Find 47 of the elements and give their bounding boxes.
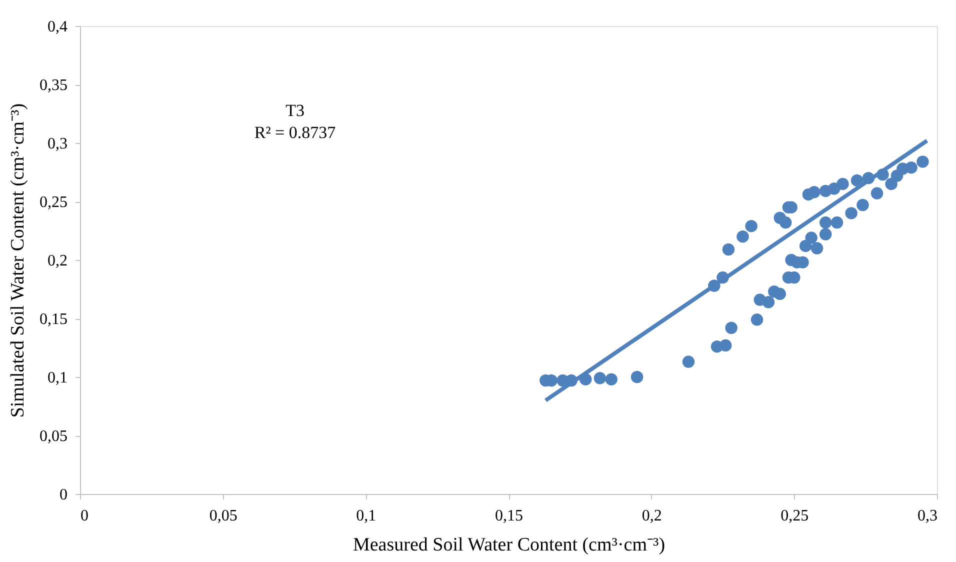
point <box>594 372 606 384</box>
x-tick-label: 0,3 <box>918 508 938 524</box>
x-tick-label: 0,05 <box>209 508 238 524</box>
point <box>605 373 618 386</box>
y-tick-label: 0,4 <box>48 18 68 36</box>
annotation: R² = 0.8737 <box>254 123 336 142</box>
point <box>722 243 735 256</box>
point <box>736 230 749 243</box>
x-tick-label: 0,2 <box>642 508 662 524</box>
y-tick-label: 0,3 <box>48 136 68 152</box>
point <box>682 356 695 368</box>
point <box>725 322 738 334</box>
y-tick-label: 0,05 <box>40 428 68 445</box>
point <box>819 228 832 240</box>
y-tick-label: 0,2 <box>48 252 68 270</box>
y-tick-label: 0,25 <box>40 194 68 211</box>
y-tick-label: 0,1 <box>48 370 68 386</box>
point <box>630 370 644 384</box>
point <box>805 232 818 244</box>
y-tick-label: 0,35 <box>40 77 68 94</box>
point <box>774 288 786 300</box>
x-tick-label: 0,25 <box>780 508 809 524</box>
point <box>885 178 898 190</box>
y-axis-title: Simulated Soil Water Content (cm³·cm⁻³) <box>8 103 28 418</box>
y-tick-label: 0,15 <box>40 311 68 328</box>
annotation: T3 <box>286 101 304 120</box>
point <box>905 161 918 174</box>
x-tick-label: 0,1 <box>356 508 376 524</box>
x-axis-title: Measured Soil Water Content (cm³·cm⁻³) <box>352 534 666 556</box>
point <box>850 174 864 187</box>
point <box>808 186 820 198</box>
point <box>845 207 858 220</box>
point <box>762 296 775 308</box>
point <box>856 198 869 212</box>
point <box>750 314 764 326</box>
point <box>719 339 732 352</box>
point <box>916 156 929 168</box>
point <box>819 216 832 229</box>
point <box>779 216 792 229</box>
point <box>830 216 844 229</box>
point <box>836 178 849 190</box>
point <box>810 242 824 254</box>
x-tick-label: 0,15 <box>495 508 523 524</box>
point <box>745 220 758 232</box>
point <box>870 187 884 200</box>
y-tick-label: 0 <box>60 486 68 504</box>
x-tick-label: 0 <box>80 508 88 524</box>
